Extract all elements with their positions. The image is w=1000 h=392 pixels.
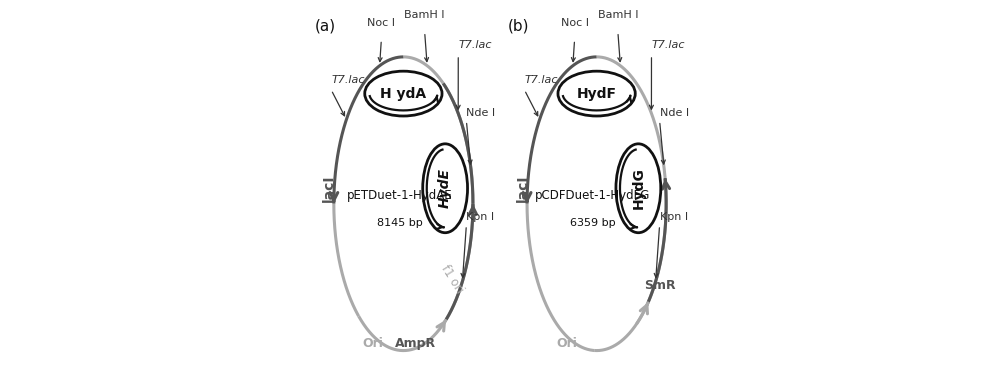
Text: f1 ori: f1 ori bbox=[439, 263, 466, 296]
Text: Nde I: Nde I bbox=[466, 108, 496, 118]
Text: HydF: HydF bbox=[577, 87, 617, 101]
Text: Ori: Ori bbox=[556, 337, 577, 350]
Text: (a): (a) bbox=[315, 18, 336, 33]
Text: 8145 bp: 8145 bp bbox=[377, 218, 422, 228]
Text: pETDuet-1-HydAE: pETDuet-1-HydAE bbox=[347, 189, 452, 203]
Text: lacI: lacI bbox=[322, 174, 336, 202]
Text: BamH I: BamH I bbox=[404, 10, 445, 20]
Text: lacI: lacI bbox=[515, 174, 529, 202]
Text: T7.lac: T7.lac bbox=[331, 75, 365, 85]
Text: Kpn I: Kpn I bbox=[660, 212, 688, 222]
Text: T7.lac: T7.lac bbox=[524, 75, 558, 85]
Text: AmpR: AmpR bbox=[395, 337, 436, 350]
Text: HydE: HydE bbox=[438, 168, 452, 208]
Text: SmR: SmR bbox=[644, 279, 675, 292]
Text: BamH I: BamH I bbox=[598, 10, 638, 20]
Text: Ori: Ori bbox=[363, 337, 384, 350]
Text: (b): (b) bbox=[508, 18, 529, 33]
Text: pCDFDuet-1-HydFG: pCDFDuet-1-HydFG bbox=[535, 189, 650, 203]
Text: Kpn I: Kpn I bbox=[466, 212, 495, 222]
Text: HydG: HydG bbox=[631, 167, 645, 209]
Text: Noc I: Noc I bbox=[561, 18, 589, 28]
Text: 6359 bp: 6359 bp bbox=[570, 218, 616, 228]
Text: Noc I: Noc I bbox=[367, 18, 395, 28]
Text: T7.lac: T7.lac bbox=[651, 40, 685, 50]
Text: T7.lac: T7.lac bbox=[458, 40, 492, 50]
Text: Nde I: Nde I bbox=[660, 108, 689, 118]
Text: H ydA: H ydA bbox=[380, 87, 426, 101]
